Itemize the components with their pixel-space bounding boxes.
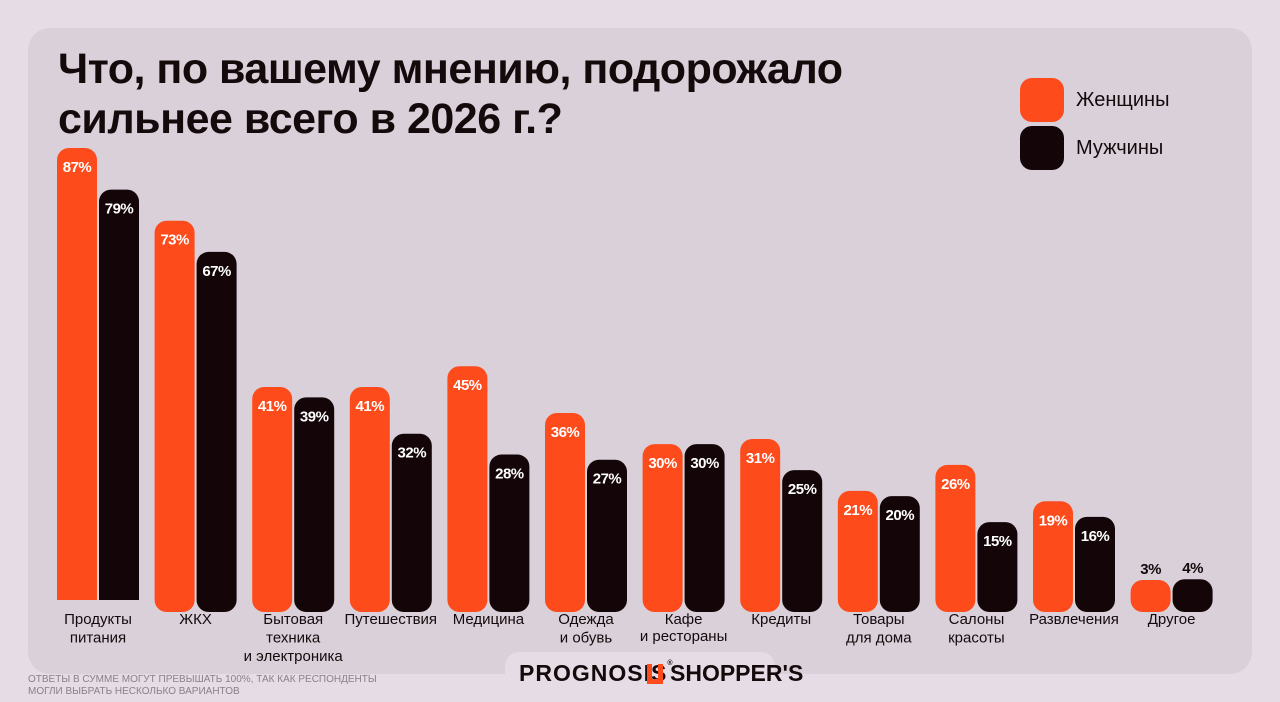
bar-men-9 [977,522,1018,612]
bar-men-11 [1172,579,1213,612]
bar-label-men-6: 30% [690,455,719,472]
bar-women-0 [57,148,97,612]
bar-label-women-10: 19% [1039,512,1068,529]
bar-label-women-11: 3% [1140,561,1161,578]
category-label-5: Одежда и обувь [558,611,614,647]
prognosis-logo-mark: ® [667,660,674,667]
category-label-3: Путешествия [345,611,438,628]
bar-label-men-4: 28% [495,466,524,483]
legend-swatch-men [1020,126,1064,170]
bar-men-1 [196,251,237,612]
category-label-6: Кафе и рестораны [640,611,728,645]
bar-women-4 [447,366,488,612]
shoppers-logo: SHOPPER'S [670,660,804,686]
category-label-7: Кредиты [751,611,811,628]
legend-label-women: Женщины [1076,88,1170,111]
bar-label-women-1: 73% [160,232,189,249]
category-label-8: Товары для дома [846,611,912,647]
bar-women-5 [545,412,585,612]
bar-label-women-5: 36% [551,424,580,441]
legend-label-men: Мужчины [1076,136,1164,159]
bar-men-7 [782,470,823,612]
bar-women-1 [154,220,195,612]
bar-men-0 [99,189,139,612]
footnote: Ответы в сумме могут превышать 100%, так… [28,674,377,697]
category-label-1: ЖКХ [179,611,212,628]
bar-women-10 [1033,501,1073,612]
chart-title: Что, по вашему мнению, подорожало сильне… [58,45,843,143]
bar-label-men-7: 25% [788,481,817,498]
bar-label-women-2: 41% [258,398,287,415]
bar-label-men-1: 67% [202,263,231,280]
bar-label-men-11: 4% [1182,560,1203,577]
bar-women-3 [349,386,390,612]
prognosis-logo: PROGNOSIS® [519,660,673,687]
legend-swatch-women [1020,78,1064,122]
bar-label-women-7: 31% [746,450,775,467]
legend-item-men: Мужчины [1020,126,1169,170]
bar-label-women-8: 21% [844,502,873,519]
bar-men-5 [587,459,627,612]
prognosis-logo-text: PROGNOSIS [519,660,668,686]
category-label-10: Развлечения [1029,611,1119,628]
bar-label-women-4: 45% [453,377,482,394]
bar-label-women-9: 26% [941,476,970,493]
bar-men-10 [1075,516,1115,612]
category-label-4: Медицина [453,611,525,628]
bar-label-men-3: 32% [398,445,427,462]
legend: Женщины Мужчины [1020,78,1169,174]
bar-women-11 [1130,580,1171,612]
bar-men-4 [489,454,530,612]
bar-women-7 [740,438,781,612]
bar-label-women-3: 41% [356,398,385,415]
bar-women-2 [252,386,293,612]
bar-men-3 [391,433,432,612]
bar-label-women-0: 87% [63,159,92,176]
bar-label-men-2: 39% [300,408,329,425]
bar-label-men-10: 16% [1081,528,1110,545]
bar-label-men-0: 79% [105,201,134,218]
bar-label-men-9: 15% [983,533,1012,550]
bar-women-8 [837,490,878,612]
legend-item-women: Женщины [1020,78,1169,122]
category-label-11: Другое [1148,611,1196,628]
bar-label-men-8: 20% [886,507,915,524]
shoppers-logo-icon [647,664,663,684]
bar-men-8 [879,496,920,612]
bar-label-women-6: 30% [648,455,677,472]
bar-women-9 [935,464,976,612]
logo-bar [505,652,775,702]
bar-women-6 [642,444,683,612]
category-label-0: Продукты питания [64,611,132,647]
category-label-9: Салоны красоты [948,611,1005,647]
category-label-2: Бытовая техника и электроника [244,611,344,665]
bar-men-6 [684,444,725,612]
bar-label-men-5: 27% [593,471,622,488]
bar-men-2 [294,397,335,612]
